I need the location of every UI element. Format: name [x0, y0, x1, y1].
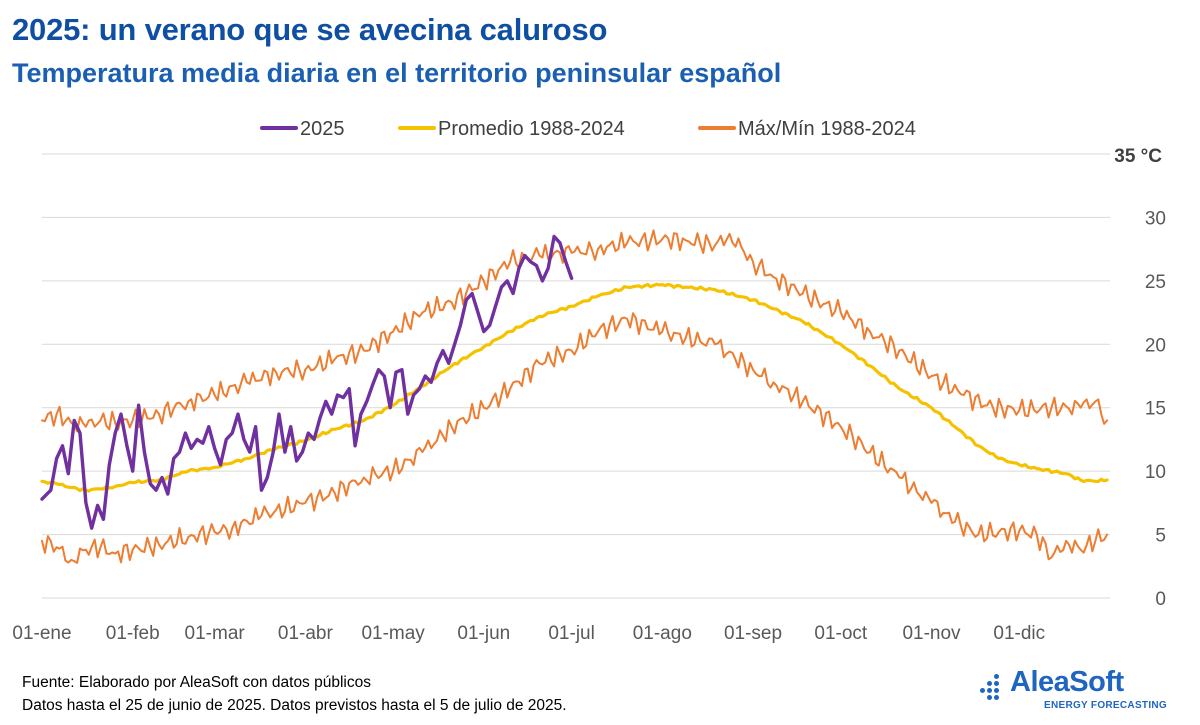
y-tick-label: 10: [1145, 462, 1166, 483]
legend-label: Promedio 1988-2024: [438, 118, 625, 140]
x-axis: 01-ene 01-feb 01-mar 01-abr 01-may 01-jun 01-j…: [12, 623, 1045, 644]
logo-dots-icon: [980, 674, 1006, 700]
x-tick-label: 01-jul: [548, 623, 594, 644]
y-tick-label: 15: [1145, 399, 1166, 420]
y-axis-unit-label: 35 °C: [1114, 146, 1162, 167]
series-lines: [40, 229, 1109, 564]
y-tick-label: 20: [1145, 335, 1166, 356]
x-tick-label: 01-ene: [12, 623, 71, 644]
x-tick-label: 01-dic: [993, 623, 1045, 644]
x-tick-label: 01-oct: [814, 623, 868, 644]
legend-label: 2025: [300, 118, 345, 140]
x-tick-label: 01-ago: [633, 623, 692, 644]
logo-tagline: ENERGY FORECASTING: [1044, 700, 1168, 711]
source-note: Fuente: Elaborado por AleaSoft con datos…: [22, 674, 371, 691]
chart-subtitle: Temperatura media diaria en el territori…: [12, 58, 782, 88]
data-note: Datos hasta el 25 de junio de 2025. Dato…: [22, 697, 567, 714]
legend: 2025 Promedio 1988-2024 Máx/Mín 1988-2024: [260, 118, 916, 140]
chart-title: 2025: un verano que se avecina caluroso: [12, 12, 608, 47]
x-tick-label: 01-abr: [278, 623, 334, 644]
x-tick-label: 01-sep: [724, 623, 782, 644]
x-tick-label: 01-mar: [185, 623, 246, 644]
y-tick-label: 25: [1145, 272, 1166, 293]
y-axis: 0 5 10 15 20 25 30: [1145, 208, 1166, 610]
series-line: [40, 234, 574, 530]
x-tick-label: 01-jun: [457, 623, 510, 644]
y-tick-label: 30: [1145, 208, 1166, 229]
x-tick-label: 01-feb: [106, 623, 160, 644]
series-line: [41, 312, 1109, 564]
y-tick-label: 5: [1155, 526, 1166, 547]
logo-name: AleaSoft: [1010, 666, 1124, 698]
y-tick-label: 0: [1155, 589, 1166, 610]
series-line: [40, 282, 1109, 493]
series-line: [41, 229, 1109, 433]
gridlines: [42, 153, 1110, 599]
x-tick-label: 01-nov: [902, 623, 961, 644]
legend-label: Máx/Mín 1988-2024: [738, 118, 916, 140]
aleasoft-logo: AleaSoft ENERGY FORECASTING: [978, 664, 1183, 714]
x-tick-label: 01-may: [361, 623, 425, 644]
